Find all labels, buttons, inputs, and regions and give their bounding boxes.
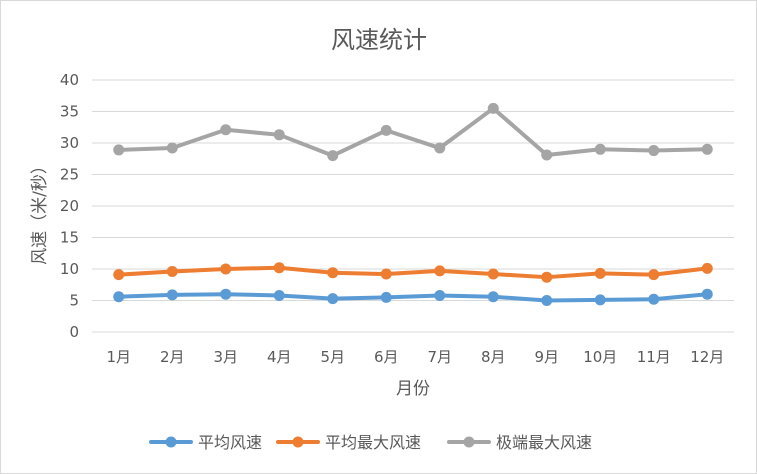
legend-label: 平均风速: [198, 433, 262, 452]
data-point: [701, 262, 713, 274]
data-point: [220, 288, 232, 300]
data-point: [113, 144, 125, 156]
x-tick-label: 1月: [106, 348, 131, 366]
data-point: [434, 289, 446, 301]
legend: 平均风速 平均最大风速 极端最大风速: [149, 433, 592, 452]
data-point: [220, 263, 232, 275]
legend-item: 平均最大风速: [276, 433, 421, 452]
data-point: [273, 129, 285, 141]
series-line: [116, 106, 710, 158]
series-line: [116, 292, 710, 303]
y-tick-label: 5: [69, 292, 79, 310]
legend-label: 平均最大风速: [325, 433, 421, 452]
data-point: [434, 142, 446, 154]
x-tick-label: 11月: [637, 348, 671, 366]
data-point: [434, 265, 446, 277]
x-tick-label: 3月: [213, 348, 238, 366]
data-point: [541, 271, 553, 283]
x-tick-label: 10月: [583, 348, 617, 366]
data-point: [594, 267, 606, 279]
legend-item: 极端最大风速: [447, 433, 592, 452]
x-tick-label: 5月: [320, 348, 345, 366]
legend-marker-icon: [292, 436, 304, 448]
data-point: [273, 289, 285, 301]
x-tick-label: 6月: [374, 348, 399, 366]
x-tick-label: 12月: [690, 348, 724, 366]
y-tick-label: 15: [60, 229, 79, 247]
data-point: [487, 291, 499, 303]
data-point: [273, 262, 285, 274]
y-axis-title: 风速（米/秒）: [30, 157, 50, 265]
data-point: [113, 291, 125, 303]
data-point: [594, 294, 606, 306]
data-point: [541, 295, 553, 306]
y-tick-label: 0: [69, 323, 79, 341]
data-point: [380, 291, 392, 303]
data-point: [166, 142, 178, 154]
data-point: [487, 102, 499, 114]
data-point: [594, 143, 606, 155]
y-tick-label: 30: [60, 134, 79, 152]
x-axis-ticks: 1月 2月 3月 4月 5月 6月 7月 8月 9月 10月 11月 12月: [106, 348, 724, 366]
data-point: [113, 269, 125, 281]
legend-label: 极端最大风速: [496, 433, 592, 452]
y-tick-label: 10: [60, 260, 79, 278]
data-point: [648, 269, 660, 281]
series-1: [113, 288, 713, 306]
data-point: [327, 267, 339, 279]
y-tick-label: 20: [60, 197, 79, 215]
series-3: [113, 102, 713, 162]
y-tick-label: 25: [60, 166, 79, 184]
x-tick-label: 2月: [160, 348, 185, 366]
x-tick-label: 9月: [534, 348, 559, 366]
series-2: [113, 262, 713, 283]
data-point: [380, 124, 392, 136]
data-point: [648, 293, 660, 305]
data-point: [166, 289, 178, 301]
data-point: [701, 143, 713, 155]
x-tick-label: 4月: [267, 348, 292, 366]
x-axis-title: 月份: [396, 379, 430, 399]
data-point: [701, 288, 713, 300]
legend-item: 平均风速: [149, 433, 262, 452]
data-point: [380, 268, 392, 280]
series-line: [116, 265, 710, 280]
data-point: [487, 268, 499, 280]
y-axis-ticks: 0 5 10 15 20 25 30 35 40: [60, 71, 79, 341]
y-tick-label: 35: [60, 103, 79, 121]
series-layer: [113, 102, 713, 306]
data-point: [541, 149, 553, 161]
y-tick-label: 40: [60, 71, 79, 89]
x-tick-label: 7月: [427, 348, 452, 366]
x-tick-label: 8月: [481, 348, 506, 366]
data-point: [220, 124, 232, 136]
data-point: [327, 150, 339, 162]
data-point: [327, 293, 339, 305]
legend-marker-icon: [165, 436, 177, 448]
legend-marker-icon: [463, 436, 475, 448]
data-point: [166, 266, 178, 278]
chart-title: 风速统计: [331, 26, 427, 54]
data-point: [648, 145, 660, 157]
